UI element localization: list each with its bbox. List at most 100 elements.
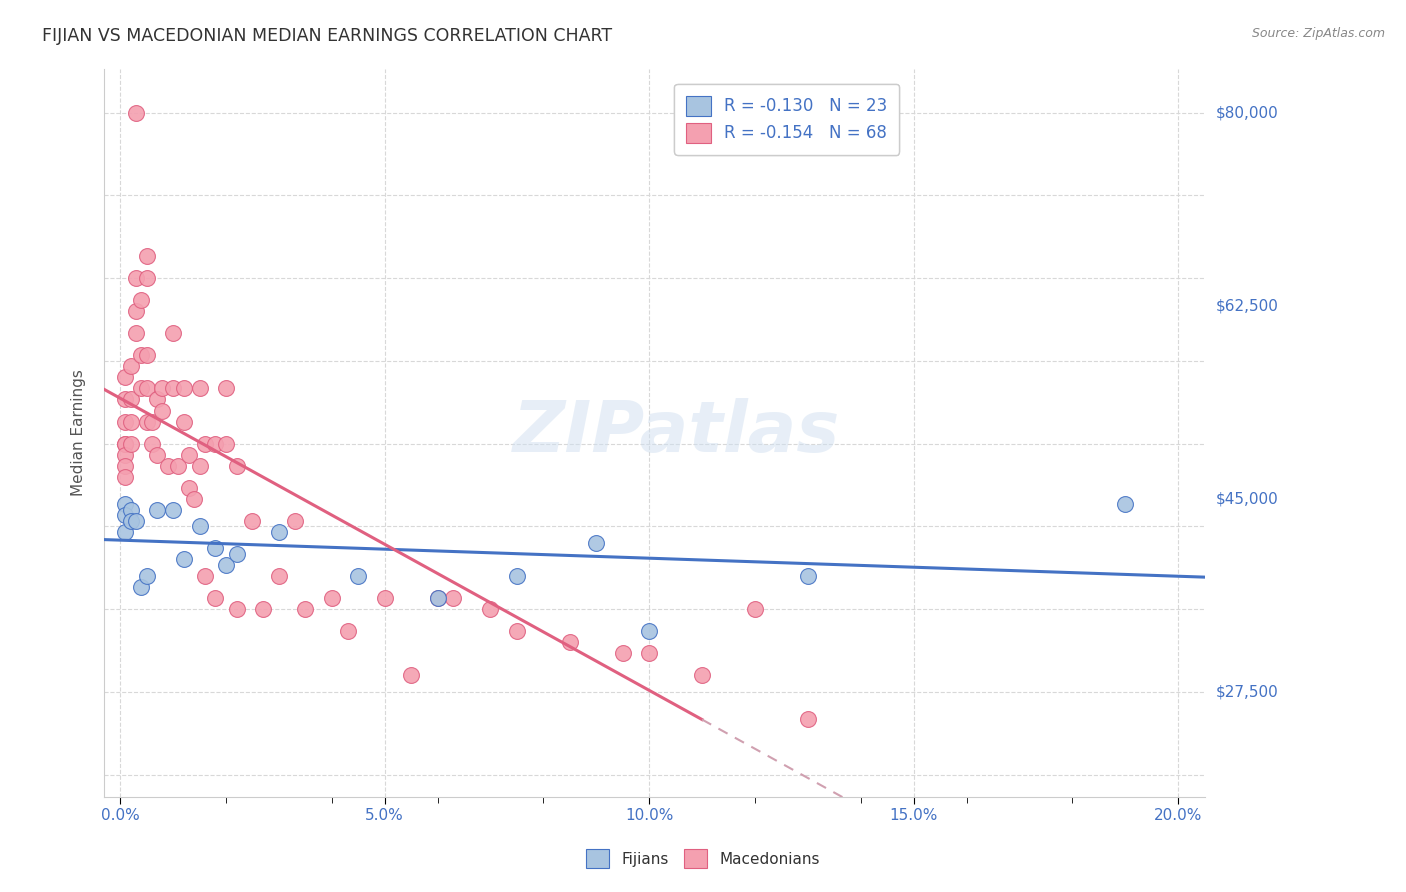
- Point: [120, 436, 142, 450]
- Point: [114, 436, 136, 450]
- Point: [177, 448, 200, 462]
- Point: [135, 569, 157, 583]
- Point: [204, 541, 226, 556]
- Point: [638, 646, 661, 660]
- Point: [173, 382, 195, 396]
- Point: [131, 293, 153, 308]
- Point: [336, 624, 359, 639]
- Point: [120, 359, 142, 374]
- Point: [152, 403, 174, 417]
- Point: [399, 668, 422, 682]
- Point: [114, 497, 136, 511]
- Point: [225, 458, 247, 473]
- Point: [797, 569, 820, 583]
- Point: [321, 591, 343, 606]
- Point: [173, 415, 195, 429]
- Point: [347, 569, 370, 583]
- Point: [146, 448, 169, 462]
- Point: [215, 558, 238, 572]
- Point: [188, 382, 211, 396]
- Point: [638, 624, 661, 639]
- Point: [135, 348, 157, 362]
- Point: [114, 508, 136, 523]
- Text: $45,000: $45,000: [1216, 491, 1278, 507]
- Point: [141, 415, 163, 429]
- Point: [125, 514, 148, 528]
- Point: [252, 602, 274, 616]
- Point: [204, 436, 226, 450]
- Point: [156, 458, 179, 473]
- Point: [426, 591, 449, 606]
- Point: [183, 491, 205, 506]
- Point: [194, 569, 217, 583]
- Point: [188, 458, 211, 473]
- Point: [215, 436, 238, 450]
- Point: [120, 503, 142, 517]
- Point: [114, 458, 136, 473]
- Text: $80,000: $80,000: [1216, 105, 1278, 120]
- Text: Source: ZipAtlas.com: Source: ZipAtlas.com: [1251, 27, 1385, 40]
- Point: [690, 668, 713, 682]
- Point: [506, 624, 529, 639]
- Y-axis label: Median Earnings: Median Earnings: [72, 369, 86, 496]
- Point: [120, 392, 142, 407]
- Point: [204, 591, 226, 606]
- Point: [114, 448, 136, 462]
- Point: [114, 436, 136, 450]
- Point: [135, 271, 157, 285]
- Text: $27,500: $27,500: [1216, 684, 1278, 699]
- Point: [294, 602, 316, 616]
- Point: [441, 591, 464, 606]
- Point: [135, 415, 157, 429]
- Point: [167, 458, 190, 473]
- Point: [177, 481, 200, 495]
- Point: [612, 646, 634, 660]
- Point: [479, 602, 502, 616]
- Point: [131, 580, 153, 594]
- Point: [146, 503, 169, 517]
- Point: [146, 392, 169, 407]
- Point: [585, 536, 607, 550]
- Text: $62,500: $62,500: [1216, 298, 1278, 313]
- Point: [188, 519, 211, 533]
- Point: [744, 602, 766, 616]
- Point: [284, 514, 307, 528]
- Point: [120, 514, 142, 528]
- Point: [267, 524, 290, 539]
- Point: [135, 249, 157, 263]
- Point: [125, 304, 148, 318]
- Legend: Fijians, Macedonians: Fijians, Macedonians: [579, 841, 827, 875]
- Point: [162, 503, 184, 517]
- Point: [114, 469, 136, 483]
- Point: [114, 392, 136, 407]
- Point: [173, 552, 195, 566]
- Point: [1114, 497, 1136, 511]
- Text: ZIPatlas: ZIPatlas: [513, 398, 841, 467]
- Point: [242, 514, 264, 528]
- Point: [558, 635, 581, 649]
- Point: [194, 436, 217, 450]
- Point: [797, 713, 820, 727]
- Point: [215, 382, 238, 396]
- Point: [135, 382, 157, 396]
- Point: [162, 326, 184, 341]
- Point: [426, 591, 449, 606]
- Point: [125, 326, 148, 341]
- Point: [114, 415, 136, 429]
- Text: FIJIAN VS MACEDONIAN MEDIAN EARNINGS CORRELATION CHART: FIJIAN VS MACEDONIAN MEDIAN EARNINGS COR…: [42, 27, 612, 45]
- Point: [162, 382, 184, 396]
- Point: [131, 348, 153, 362]
- Point: [225, 547, 247, 561]
- Point: [225, 602, 247, 616]
- Point: [131, 382, 153, 396]
- Point: [152, 382, 174, 396]
- Point: [374, 591, 396, 606]
- Point: [125, 271, 148, 285]
- Point: [506, 569, 529, 583]
- Point: [114, 370, 136, 384]
- Point: [141, 436, 163, 450]
- Legend: R = -0.130   N = 23, R = -0.154   N = 68: R = -0.130 N = 23, R = -0.154 N = 68: [675, 84, 898, 155]
- Point: [125, 105, 148, 120]
- Point: [114, 524, 136, 539]
- Point: [120, 415, 142, 429]
